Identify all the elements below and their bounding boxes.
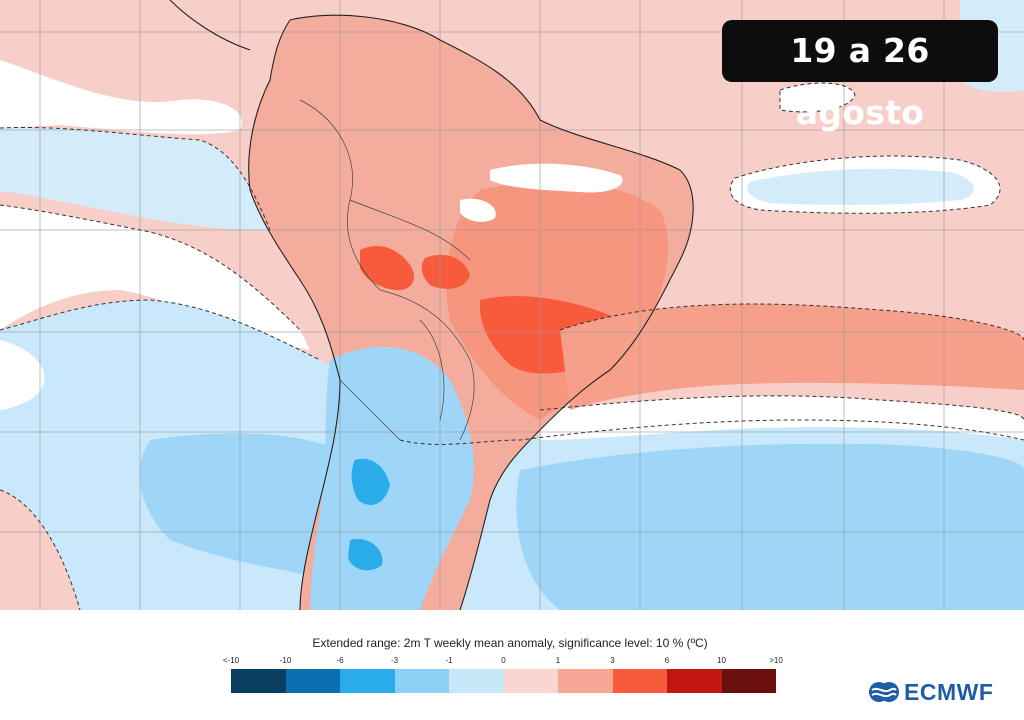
legend-swatch-6 (558, 669, 613, 693)
insignificant-region-nw (0, 60, 242, 135)
legend-tick-label: >10 (769, 656, 783, 665)
lat-lon-grid (0, 0, 1024, 610)
country-borders (299, 99, 475, 441)
ecmwf-logo-icon (869, 682, 899, 702)
insignificant-patch-northeast (490, 163, 623, 193)
insignificant-region-pacific (0, 205, 310, 350)
legend-swatch-7 (612, 669, 667, 693)
cool-lens-tropical-atlantic (747, 168, 974, 205)
cool-tongue-pacific (0, 127, 270, 231)
legend-swatch-1 (285, 669, 340, 693)
legend-swatch-2 (340, 669, 395, 693)
significance-contours (0, 82, 1024, 610)
legend-tick-label: 10 (717, 656, 726, 665)
legend-tick-label: -10 (279, 656, 292, 665)
legend-swatch-5 (503, 669, 558, 693)
strong-anomaly-bolivia (360, 245, 415, 291)
insignificant-region-sw (0, 340, 45, 410)
insignificant-patch-amazon (460, 198, 496, 222)
legend-tick-label: <-10 (222, 656, 240, 665)
coastlines (169, 0, 694, 610)
legend-tick-label: 6 (664, 656, 670, 665)
legend-footer: Extended range: 2m T weekly mean anomaly… (0, 610, 1024, 720)
legend-swatch-3 (394, 669, 449, 693)
cool-core-sw-atlantic (516, 443, 1024, 610)
warm-tongue-south-atlantic (560, 304, 1024, 410)
legend-tick-label: 0 (501, 656, 506, 665)
legend-tick-label: -6 (336, 656, 344, 665)
legend-color-bar (231, 669, 776, 693)
legend-tick-label: -1 (445, 656, 453, 665)
date-range-badge: 19 a 26 agosto (722, 20, 998, 132)
legend-swatch-8 (667, 669, 722, 693)
anomaly-map: 19 a 26 agosto (0, 0, 1024, 610)
insignificant-patch-north-atlantic (780, 83, 855, 112)
cool-core-argentina (351, 458, 390, 505)
legend-swatch-4 (449, 669, 504, 693)
cool-core-se-pacific (139, 433, 355, 580)
legend-swatch-9 (721, 669, 776, 693)
legend-tick-label: -3 (390, 656, 399, 665)
legend-tick-label: 3 (610, 656, 615, 665)
legend-tick-label: 1 (555, 656, 561, 665)
cool-core-patagonia (348, 539, 383, 571)
legend-title: Extended range: 2m T weekly mean anomaly… (312, 636, 708, 650)
ecmwf-logo-text: ECMWF (904, 678, 994, 705)
ecmwf-logo: ECMWF (868, 678, 994, 705)
legend-swatch-0 (231, 669, 286, 693)
map-canvas (0, 0, 1024, 610)
insignificant-region-south-atlantic (540, 395, 1024, 440)
strong-anomaly-mato-grosso (421, 254, 470, 289)
